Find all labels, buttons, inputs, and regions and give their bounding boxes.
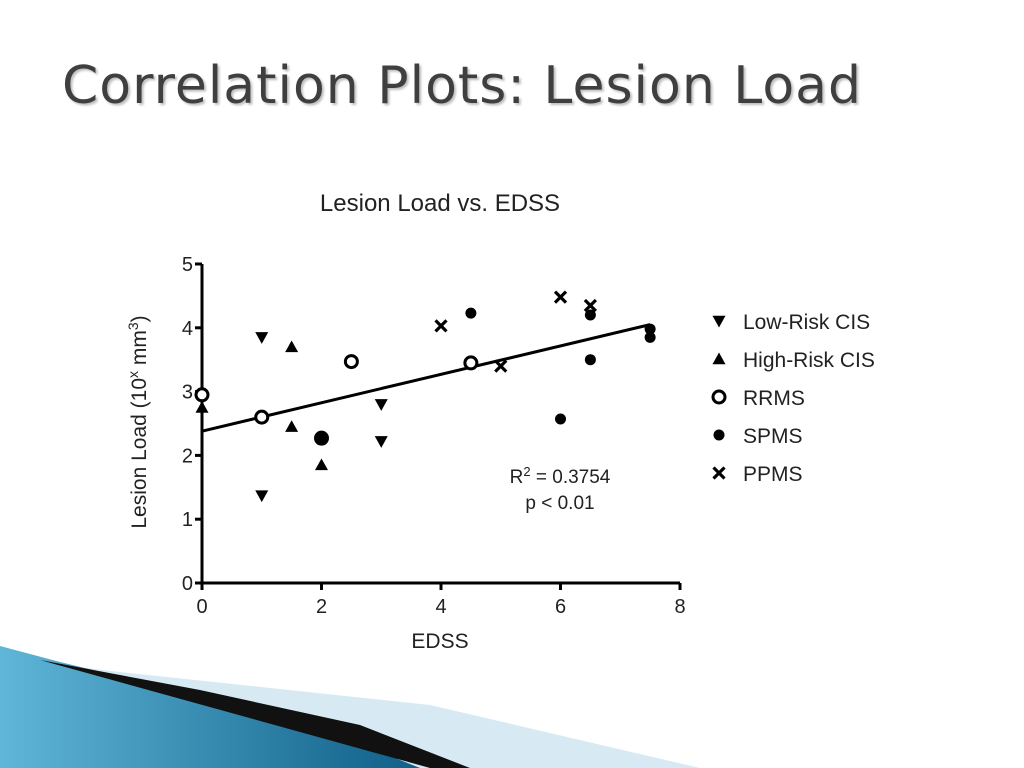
r-squared-annotation: R2 = 0.3754 [510, 464, 611, 488]
y-axis-label-mid: mm [128, 330, 151, 371]
y-axis-label-main: Lesion Load (10 [128, 378, 151, 529]
legend-item-spms: SPMS [713, 425, 803, 448]
regression-line [201, 323, 651, 433]
point-ppms [434, 319, 448, 333]
point-low-risk-cis [255, 490, 269, 503]
point-spms [584, 354, 596, 366]
y-axis-label: Lesion Load (10x mm3) [125, 315, 151, 528]
point-rrms [463, 355, 479, 371]
x-axis-label: EDSS [411, 630, 468, 653]
point-high-risk-cis [285, 420, 299, 432]
point-low-risk-cis [374, 399, 388, 411]
legend-item-low-risk-cis: Low-Risk CIS [712, 311, 870, 334]
y-axis-label-sup1: x [125, 371, 141, 378]
legend-marker [712, 315, 726, 328]
point-spms [316, 432, 327, 444]
legend: Low-Risk CIS High-Risk CIS RRMS SPMS PPMS [711, 311, 875, 486]
legend-label: SPMS [743, 425, 803, 448]
point-low-risk-cis [374, 436, 388, 448]
swoosh-black [40, 660, 470, 768]
legend-marker [712, 466, 726, 480]
point-ppms [583, 298, 598, 313]
x-tick-label: 2 [316, 596, 327, 618]
legend-marker [711, 389, 727, 405]
plot-area [194, 290, 656, 503]
point-high-risk-cis [315, 458, 328, 471]
y-tick-label: 5 [182, 254, 193, 276]
x-tick-label: 4 [435, 596, 446, 618]
point-rrms [343, 354, 359, 370]
y-tick-label: 0 [182, 573, 193, 595]
point-spms [584, 309, 596, 321]
legend-item-rrms: RRMS [711, 387, 805, 410]
point-rrms [254, 409, 270, 425]
x-tick-label: 8 [674, 596, 685, 618]
axes: 0 2 4 6 8 0 1 2 3 4 5 [182, 254, 686, 618]
legend-label: PPMS [743, 463, 803, 486]
point-rrms [194, 387, 210, 403]
legend-item-high-risk-cis: High-Risk CIS [712, 349, 875, 372]
y-tick-label: 4 [182, 318, 193, 340]
y-tick-label: 3 [182, 382, 193, 404]
point-ppms [494, 359, 508, 373]
r-sup: 2 [523, 464, 530, 479]
x-tick-label: 6 [555, 596, 566, 618]
point-high-risk-cis [285, 340, 299, 353]
point-ppms [553, 290, 568, 304]
slide-title: Correlation Plots: Lesion Load [62, 56, 863, 116]
point-high-risk-cis [195, 401, 209, 413]
legend-marker [712, 352, 726, 365]
y-tick-label: 2 [182, 445, 193, 467]
x-tick-label: 0 [196, 596, 207, 618]
point-low-risk-cis [255, 332, 269, 344]
r-label: R [510, 467, 524, 488]
legend-marker [713, 429, 725, 441]
r-value: = 0.3754 [531, 467, 611, 488]
p-value-annotation: p < 0.01 [525, 493, 594, 514]
point-spms [555, 413, 566, 425]
legend-label: High-Risk CIS [743, 349, 875, 372]
y-axis-label-end: ) [128, 315, 151, 322]
y-axis-label-sup2: 3 [125, 322, 141, 330]
legend-item-ppms: PPMS [712, 463, 803, 486]
point-spms [644, 331, 656, 343]
chart-title: Lesion Load vs. EDSS [320, 190, 560, 217]
legend-label: RRMS [743, 387, 805, 410]
legend-label: Low-Risk CIS [743, 311, 870, 334]
point-spms [465, 307, 477, 319]
y-tick-label: 1 [182, 509, 193, 531]
point-spms [644, 323, 656, 335]
